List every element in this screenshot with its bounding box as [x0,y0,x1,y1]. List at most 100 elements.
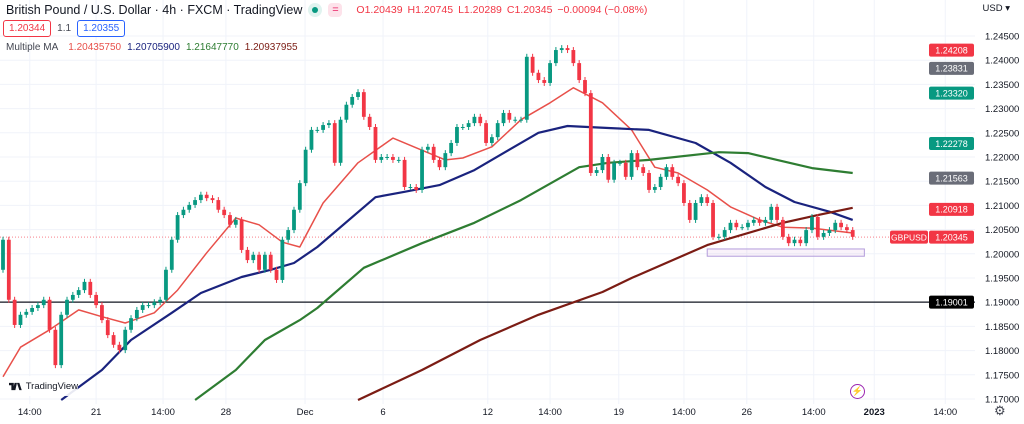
candle-body [728,222,733,231]
candle-body [804,230,809,244]
candle-body [484,123,488,143]
candle-body [845,227,849,231]
price-tick-label: 1.17000 [985,395,1019,406]
candle-body [41,299,46,306]
ohlc-values: O1.20439 H1.20745 L1.20289 C1.20345 −0.0… [356,4,647,16]
candle-body [600,157,605,171]
candle-body [641,167,646,173]
candle-body [82,281,87,291]
ma-value-4: 1.20937955 [244,42,298,53]
time-tick-label: 14:00 [538,407,562,418]
candle-body [158,299,163,303]
price-badge [929,43,974,57]
candle-body [70,294,75,300]
candle-body [536,72,541,81]
candle-body [356,92,360,97]
candle-body [204,194,209,199]
candle-body [682,183,686,203]
candle-body [257,254,261,270]
lightning-icon[interactable]: ⚡ [850,384,865,399]
candle-body [664,167,669,177]
time-tick-label: 19 [613,407,624,418]
candle-body [577,63,582,81]
price-tick-label: 1.20500 [985,225,1019,236]
tradingview-logo[interactable]: TradingView [4,376,78,396]
price-axis[interactable]: 1.24500 1.24000 1.23500 1.23000 1.22500 1.220… [985,32,1019,406]
candle-body [612,162,616,180]
candle-body [647,172,651,190]
support-zone[interactable] [706,248,865,257]
moving-average-4 [357,206,853,401]
price-badge [929,202,974,216]
price-tick-label: 1.22500 [985,128,1019,139]
price-tick-label: 1.24000 [985,56,1019,67]
buy-button[interactable]: 1.20355 [77,20,126,37]
candle-body [169,239,174,270]
time-tick-label: 21 [91,407,102,418]
candle-body [414,187,419,190]
candle-body [396,159,401,161]
price-badge [929,230,974,244]
equals-icon[interactable]: = [328,3,343,17]
symbol-title[interactable]: British Pound / U.S. Dollar · 4h · FXCM … [6,3,303,17]
candle-body [391,157,395,160]
support-zone-rect[interactable] [706,248,865,257]
price-badge-text: 1.23320 [935,88,968,98]
ma-value-3: 1.21647770 [185,42,239,53]
candle-body [478,116,483,124]
trade-buttons: 1.20344 1.1 1.20355 [3,20,126,37]
candle-body [263,254,267,270]
moving-average-1 [2,87,853,378]
candle-body [47,299,52,330]
price-badge-text: 1.22278 [935,139,968,149]
horizontal-lines [0,236,975,303]
close-value: C1.20345 [506,4,553,16]
candle-body [460,126,465,128]
candle-body [839,222,843,228]
time-tick-label: Dec [297,407,314,418]
price-badge-text: 1.24208 [935,45,968,55]
candle-body [152,302,157,306]
ma-value-2: 1.20705900 [127,42,180,53]
gear-icon[interactable]: ⚙ [994,403,1006,418]
price-tick-label: 1.23000 [985,104,1019,115]
currency-selector[interactable]: USD ▾ [982,3,1010,14]
price-badge-text: 1.19001 [935,297,968,307]
candle-body [117,344,122,351]
candle-body [420,149,424,190]
candle-body [280,239,285,280]
candle-body [59,314,64,366]
price-badge [929,171,974,185]
candle-body [565,48,570,51]
candle-body [36,305,40,309]
price-tick-label: 1.17500 [985,370,1019,381]
candle-body [792,239,797,244]
sell-button[interactable]: 1.20344 [3,20,52,37]
low-value: L1.20289 [458,4,502,16]
candle-body [24,311,29,315]
candle-body [210,198,215,201]
candle-body [100,305,104,321]
candle-body [327,123,331,126]
candle-body [1,239,5,270]
candle-body [6,239,11,300]
candle-body [228,215,232,225]
price-tick-label: 1.22000 [985,153,1019,164]
price-badge-text: 1.21563 [935,173,968,183]
candle-body [827,230,832,233]
candle-body [635,153,640,168]
indicator-legend[interactable]: Multiple MA 1.20435750 1.20705900 1.2164… [6,42,298,53]
candle-body [216,200,221,210]
price-badge [929,86,974,100]
candle-body [554,50,558,64]
candle-body [705,197,710,203]
time-axis[interactable]: 14:00 21 14:00 28 Dec 6 12 14:00 19 14:00 26 14:00 2… [18,407,957,418]
candle-body [594,170,599,173]
candle-body [140,305,145,310]
candle-body [658,176,663,188]
candle-body [606,157,611,180]
candle-body [495,123,500,138]
candle-body [12,299,17,325]
candle-body [123,329,128,351]
